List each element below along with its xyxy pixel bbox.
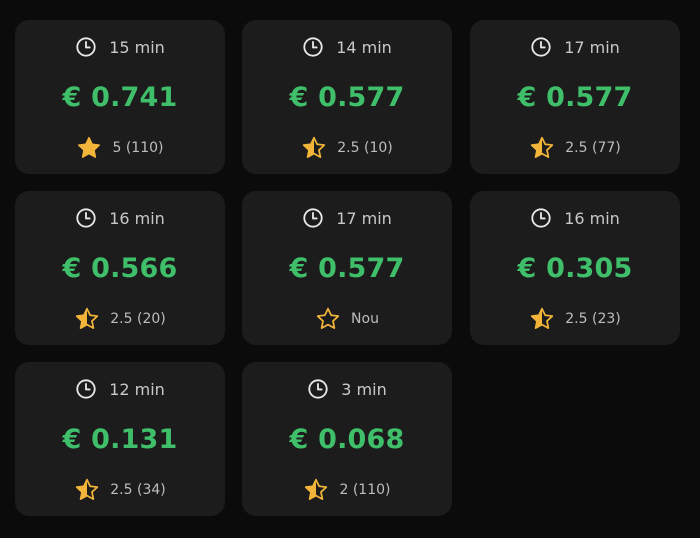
price-text: € 0.566 — [62, 253, 178, 284]
duration-text: 16 min — [564, 208, 620, 228]
rating-row: 2.5 (77) — [470, 135, 680, 161]
offer-card[interactable]: 12 min € 0.131 2.5 (34) — [15, 362, 225, 516]
clock-icon — [531, 208, 551, 228]
star-half-icon — [303, 136, 326, 158]
price-text: € 0.577 — [517, 82, 633, 113]
offer-card[interactable]: 3 min € 0.068 2 (110) — [242, 362, 452, 516]
rating-row: 2.5 (23) — [470, 306, 680, 332]
star-half-icon — [531, 136, 554, 158]
rating-text: 2.5 (20) — [110, 311, 166, 327]
price-text: € 0.305 — [517, 253, 633, 284]
duration-row: 3 min — [242, 378, 452, 400]
duration-row: 16 min — [470, 207, 680, 229]
duration-text: 17 min — [336, 208, 392, 228]
star-half-icon — [76, 478, 99, 500]
duration-text: 3 min — [341, 379, 387, 399]
duration-row: 15 min — [15, 36, 225, 58]
duration-text: 12 min — [109, 379, 165, 399]
duration-text: 16 min — [109, 208, 165, 228]
rating-row: 2.5 (34) — [15, 477, 225, 503]
duration-row: 17 min — [242, 207, 452, 229]
clock-icon — [308, 379, 328, 399]
rating-row: 5 (110) — [15, 135, 225, 161]
rating-row: 2.5 (10) — [242, 135, 452, 161]
rating-text: 2.5 (77) — [565, 140, 621, 156]
price-text: € 0.131 — [62, 424, 178, 455]
rating-text: 2.5 (23) — [565, 311, 621, 327]
duration-text: 14 min — [336, 37, 392, 57]
price-text: € 0.068 — [289, 424, 405, 455]
duration-row: 14 min — [242, 36, 452, 58]
rating-text: 2.5 (34) — [110, 482, 166, 498]
price-text: € 0.577 — [289, 253, 405, 284]
offer-card[interactable]: 16 min € 0.305 2.5 (23) — [470, 191, 680, 345]
clock-icon — [76, 379, 96, 399]
duration-text: 15 min — [109, 37, 165, 57]
rating-text: Nou — [351, 311, 379, 327]
star-outline-icon — [316, 307, 340, 329]
clock-icon — [303, 208, 323, 228]
clock-icon — [531, 37, 551, 57]
duration-row: 17 min — [470, 36, 680, 58]
star-half-icon — [76, 307, 99, 329]
duration-row: 16 min — [15, 207, 225, 229]
rating-text: 5 (110) — [112, 140, 164, 156]
clock-icon — [76, 208, 96, 228]
rating-row: Nou — [242, 306, 452, 332]
offer-card[interactable]: 16 min € 0.566 2.5 (20) — [15, 191, 225, 345]
rating-text: 2 (110) — [339, 482, 391, 498]
offer-card[interactable]: 17 min € 0.577 2.5 (77) — [470, 20, 680, 174]
price-text: € 0.577 — [289, 82, 405, 113]
star-full-icon — [78, 136, 101, 158]
rating-text: 2.5 (10) — [337, 140, 393, 156]
duration-text: 17 min — [564, 37, 620, 57]
offer-card[interactable]: 14 min € 0.577 2.5 (10) — [242, 20, 452, 174]
price-text: € 0.741 — [62, 82, 178, 113]
star-half-icon — [305, 478, 328, 500]
rating-row: 2.5 (20) — [15, 306, 225, 332]
rating-row: 2 (110) — [242, 477, 452, 503]
star-half-icon — [531, 307, 554, 329]
clock-icon — [76, 37, 96, 57]
offer-card[interactable]: 17 min € 0.577 Nou — [242, 191, 452, 345]
duration-row: 12 min — [15, 378, 225, 400]
offer-card[interactable]: 15 min € 0.741 5 (110) — [15, 20, 225, 174]
clock-icon — [303, 37, 323, 57]
